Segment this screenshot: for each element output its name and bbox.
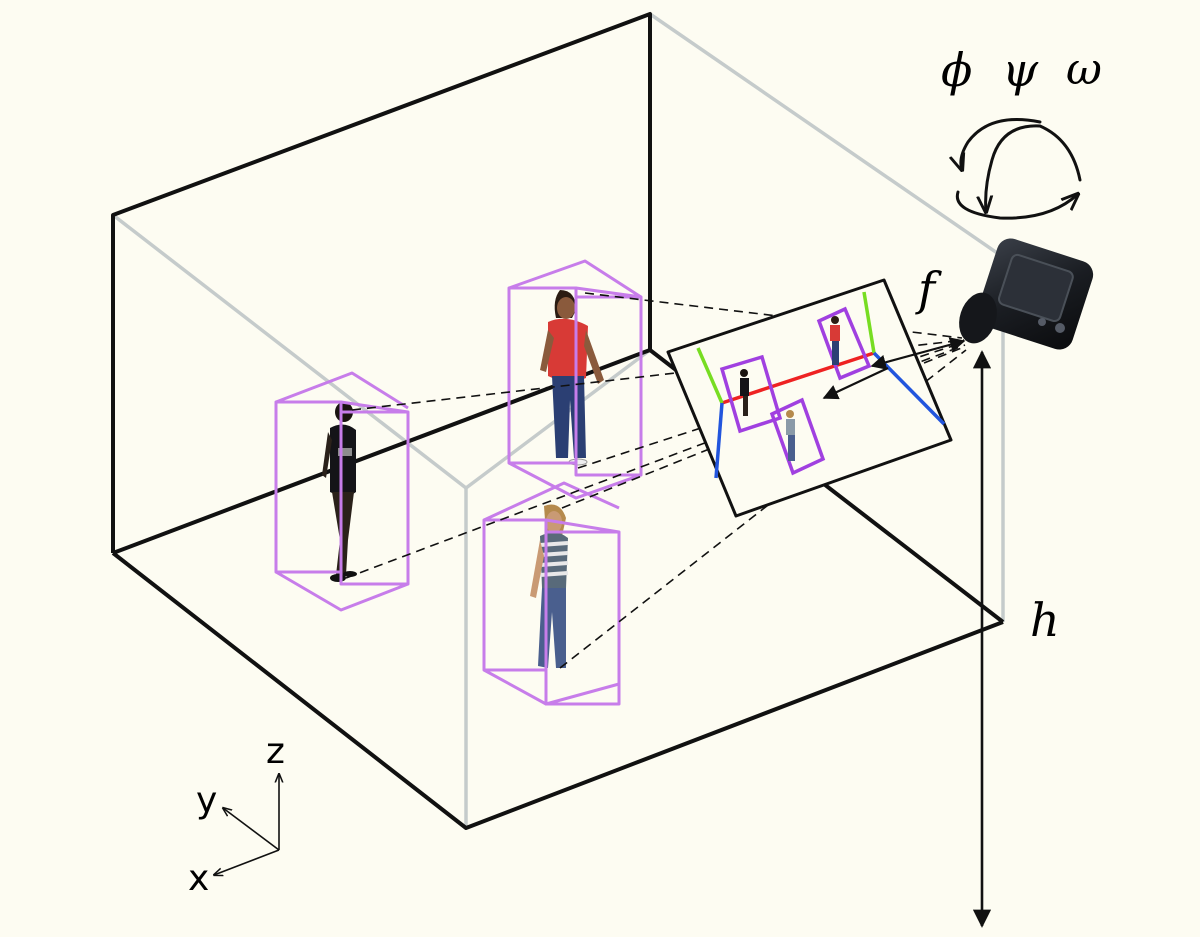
person-box-2 [507,259,643,500]
axis-y-label: y [196,780,217,821]
axis-x-label: x [188,858,209,899]
rotation-phi-label: ϕ [941,43,972,97]
axes-gizmo [214,774,279,875]
room-front-edges [111,12,1005,830]
image-person-2 [830,316,840,365]
focal-arrow [870,337,966,370]
rotation-arrows-icon [957,118,1080,220]
axis-z-label: z [266,731,285,772]
image-plane-arrow [822,367,889,400]
image-person-3 [786,410,795,461]
person-figure-2 [540,290,604,466]
camera-icon [959,238,1094,350]
vanishing-line-blue-left [714,402,724,479]
image-person-1 [740,369,749,416]
person-box-1 [274,371,410,612]
camera-height-label: h [1030,593,1060,647]
rotation-omega-label: ω [1066,44,1102,95]
image-box-1 [719,354,783,434]
person-figure-3 [530,504,569,668]
rotation-psi-label: ψ [1002,43,1039,97]
image-box-3 [769,397,826,476]
image-plane [666,278,953,518]
vanishing-line-green-left [696,347,724,404]
person-box-3 [482,481,621,706]
focal-length-label: f [915,262,942,316]
